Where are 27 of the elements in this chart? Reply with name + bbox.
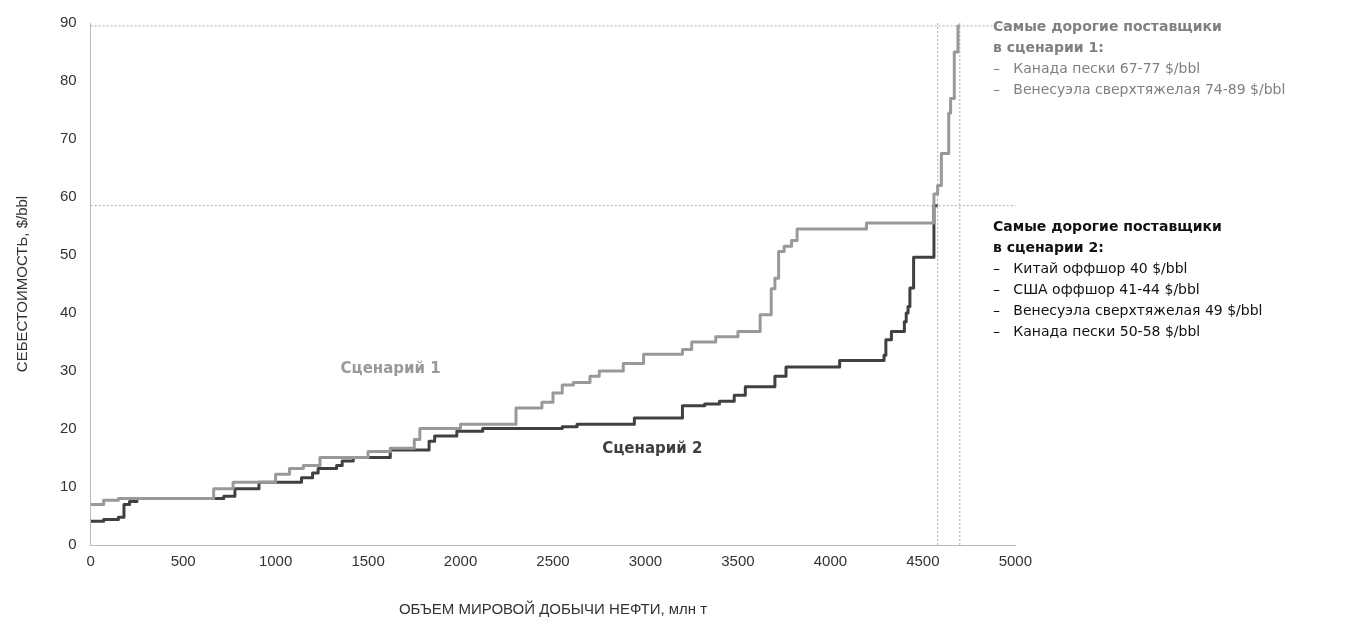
y-tick-label: 0 bbox=[68, 535, 77, 553]
y-tick-label: 60 bbox=[60, 187, 77, 205]
annotation: Самые дорогие поставщики в сценарии 2: – Китай оффшор 40 $/bbl – США оффшор 41-44 $/bbl – Венесуэла сверхтяжелая 49 $/bbl – Канада пески 50-58 $/bbl bbox=[993, 217, 1263, 341]
series-label: Сценарий 2 bbox=[602, 438, 703, 457]
x-tick-label: 4500 bbox=[906, 552, 940, 570]
annotation: Самые дорогие поставщики в сценарии 1: – Канада пески 67-77 $/bbl – Венесуэла сверхтяжелая 74-89 $/bbl bbox=[993, 17, 1286, 99]
x-tick-label: 0 bbox=[86, 552, 95, 570]
x-tick-label: 5000 bbox=[998, 552, 1032, 570]
y-tick-label: 40 bbox=[60, 303, 77, 321]
x-tick-label: 4000 bbox=[813, 552, 848, 570]
x-tick-label: 3500 bbox=[721, 552, 755, 570]
x-tick-label: 3000 bbox=[628, 552, 663, 570]
y-tick-label: 70 bbox=[60, 129, 77, 147]
y-tick-label: 90 bbox=[60, 13, 77, 31]
y-tick-label: 30 bbox=[60, 361, 77, 379]
x-tick-label: 2000 bbox=[443, 552, 478, 570]
y-tick-label: 20 bbox=[60, 419, 77, 437]
y-axis-title: СЕБЕСТОИМОСТЬ, $/bbl bbox=[13, 195, 31, 373]
x-tick-label: 1500 bbox=[351, 552, 385, 570]
y-tick-label: 80 bbox=[60, 71, 77, 89]
y-tick-label: 50 bbox=[60, 245, 77, 263]
x-tick-label: 2500 bbox=[536, 552, 570, 570]
x-axis-title: ОБЪЕМ МИРОВОЙ ДОБЫЧИ НЕФТИ, млн т bbox=[398, 600, 708, 618]
x-tick-label: 1000 bbox=[258, 552, 293, 570]
text: Сценарий 1 bbox=[340, 359, 441, 378]
y-tick-label: 10 bbox=[60, 477, 77, 495]
x-tick-label: 500 bbox=[170, 552, 196, 570]
